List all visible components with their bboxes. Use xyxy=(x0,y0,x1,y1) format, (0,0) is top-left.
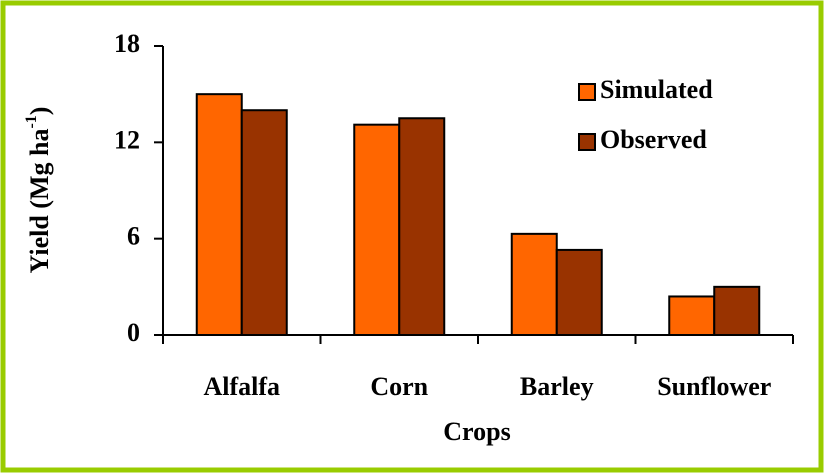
legend-swatch xyxy=(578,83,596,101)
bar xyxy=(398,117,446,336)
x-tick-label: Alfalfa xyxy=(203,372,280,401)
y-axis-label-end: ) xyxy=(25,107,54,116)
x-axis-label: Crops xyxy=(443,417,510,446)
y-tick-label: 12 xyxy=(114,125,140,154)
legend-label: Simulated xyxy=(600,75,713,104)
bar xyxy=(353,123,401,336)
y-axis-label-sup: -1 xyxy=(23,115,40,128)
legend-swatch xyxy=(578,133,596,151)
bar xyxy=(510,232,558,337)
x-tick-label: Barley xyxy=(520,372,594,401)
y-tick-label: 0 xyxy=(127,318,140,347)
y-axis-label: Yield (Mg ha-1) xyxy=(23,107,54,274)
bar xyxy=(668,295,716,337)
legend-label: Observed xyxy=(600,125,707,154)
bar xyxy=(195,93,243,336)
y-tick-label: 18 xyxy=(114,29,140,58)
y-axis-label-main: Yield (Mg ha xyxy=(25,129,54,274)
y-tick-label: 6 xyxy=(127,222,140,251)
bar xyxy=(240,109,288,336)
x-tick-label: Corn xyxy=(370,372,428,401)
bar xyxy=(713,285,761,337)
x-tick-label: Sunflower xyxy=(657,372,771,401)
bar xyxy=(555,248,603,336)
